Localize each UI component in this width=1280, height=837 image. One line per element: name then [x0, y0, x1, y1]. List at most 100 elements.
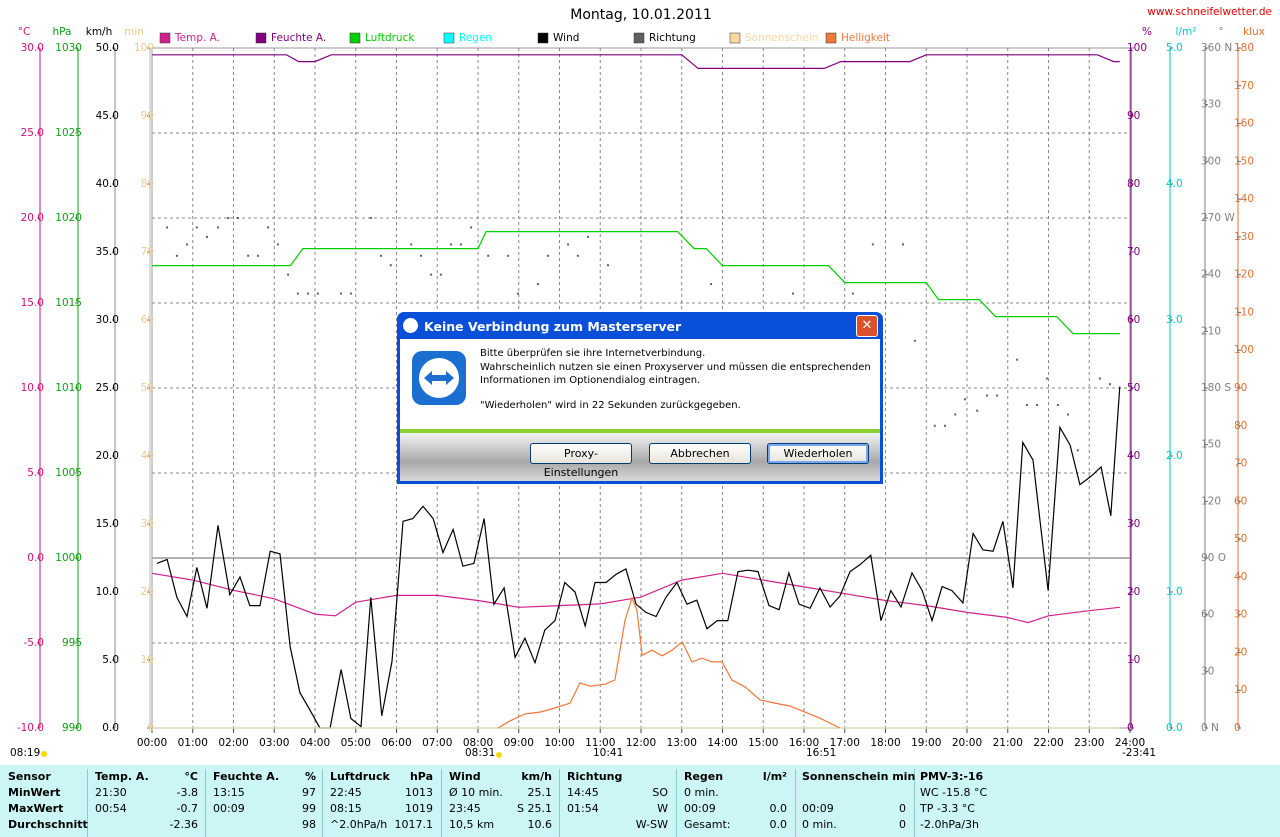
x-tick-label: 24:00	[1115, 737, 1145, 749]
point	[1076, 449, 1079, 452]
axis-unit: l/m²	[1176, 26, 1197, 38]
table-cell: 1013	[405, 786, 433, 799]
x-tick-label: 14:00	[707, 737, 737, 749]
point	[1109, 383, 1112, 386]
legend-swatch	[825, 32, 837, 44]
point	[1045, 377, 1048, 380]
series-line	[152, 231, 1120, 335]
point	[507, 254, 510, 257]
x-tick-label: 21:00	[993, 737, 1023, 749]
point	[419, 254, 422, 257]
y-tick-label: 80	[1234, 420, 1247, 432]
point	[459, 243, 462, 246]
y-tick-label: 1025	[55, 127, 82, 139]
x-tick-label: 11:00	[585, 737, 615, 749]
table-cell: TP -3.3 °C	[920, 802, 975, 815]
point	[985, 394, 988, 397]
y-tick-label: 30	[1201, 665, 1214, 677]
point	[1036, 404, 1039, 406]
point	[1098, 377, 1101, 380]
table-cell: W	[657, 802, 668, 815]
y-tick-label: 40	[1127, 450, 1140, 462]
legend-swatch	[443, 32, 455, 44]
point	[206, 235, 209, 238]
separator	[559, 769, 560, 837]
table-cell: 0 min.	[802, 818, 837, 831]
sun-icon	[496, 752, 502, 758]
table-header: l/m²	[762, 770, 787, 783]
y-tick-label: 5.0	[27, 467, 44, 479]
point	[195, 226, 198, 229]
table-cell: 14:45	[567, 786, 599, 799]
legend-swatch	[255, 32, 267, 44]
y-tick-label: 25.0	[96, 382, 119, 394]
button[interactable]: Proxy-Einstellungen	[530, 443, 632, 479]
dialog-titlebar: Keine Verbindung zum Masterserver ✕	[400, 312, 880, 339]
y-tick-label: 60	[1234, 495, 1247, 507]
y-tick-label: 180 S	[1201, 382, 1231, 394]
point	[1067, 413, 1070, 416]
series-line	[151, 572, 1120, 624]
y-tick-label: 120	[1201, 495, 1221, 507]
x-tick-label: 20:00	[952, 737, 982, 749]
axis-unit: %	[1142, 26, 1152, 38]
y-tick-label: 1.0	[1166, 586, 1183, 598]
axis-unit: °C	[18, 26, 31, 38]
table-header: hPa	[409, 770, 433, 783]
point	[296, 292, 299, 295]
table-cell: ^2.0hPa/h	[330, 818, 388, 831]
y-tick-label: 1020	[55, 212, 82, 224]
button[interactable]: Abbrechen	[649, 443, 751, 464]
axis-unit: hPa	[53, 26, 72, 38]
y-tick-label: 50	[1234, 533, 1247, 545]
y-tick-label: 40	[141, 450, 154, 462]
x-tick-label: 16:00	[789, 737, 819, 749]
button[interactable]: Wiederholen	[767, 443, 869, 464]
dialog-text: Informationen im Optionendialog eintrage…	[480, 375, 701, 386]
point	[276, 243, 279, 246]
y-tick-label: 30	[1234, 609, 1247, 621]
point	[933, 424, 936, 427]
point	[380, 254, 383, 257]
y-tick-label: 140	[1234, 193, 1254, 205]
dialog-icon	[403, 318, 418, 333]
point	[954, 413, 957, 416]
table-header: %	[304, 770, 316, 783]
table-header: Richtung	[567, 770, 623, 783]
point	[217, 226, 220, 229]
table-cell: 1019	[405, 802, 433, 815]
y-tick-label: 0 N	[1201, 722, 1219, 734]
x-tick-label: 22:00	[1033, 737, 1063, 749]
point	[175, 254, 178, 257]
y-tick-label: -10.0	[17, 722, 44, 734]
sun-annotation: 16:51	[806, 747, 836, 759]
y-tick-label: 4.0	[1166, 178, 1183, 190]
table-cell: 00:09	[802, 802, 834, 815]
point	[267, 226, 270, 229]
close-button[interactable]: ✕	[856, 315, 878, 337]
table-cell: 21:30	[95, 786, 127, 799]
y-tick-label: 60	[1127, 314, 1140, 326]
point	[567, 243, 570, 246]
point	[943, 424, 946, 427]
y-tick-label: 20	[1234, 646, 1247, 658]
point	[576, 254, 579, 257]
x-tick-label: 12:00	[626, 737, 656, 749]
table-cell: 25.1	[527, 786, 553, 799]
x-tick-label: 10:00	[544, 737, 574, 749]
table-header: °C	[184, 770, 198, 783]
point	[287, 273, 290, 276]
point	[389, 264, 392, 267]
separator	[441, 769, 442, 837]
table-header: Luftdruck	[330, 770, 390, 783]
x-tick-label: 00:00	[137, 737, 167, 749]
table-cell: SO	[652, 786, 668, 799]
y-tick-label: 240	[1201, 269, 1221, 281]
table-cell: 1017.1	[394, 818, 434, 831]
table-cell: 0.0	[769, 802, 788, 815]
chart-title: Montag, 10.01.2011	[570, 7, 712, 23]
chart: Montag, 10.01.2011 www.schneifelwetter.d…	[10, 6, 1272, 759]
y-tick-label: 210	[1201, 325, 1221, 337]
table-cell: Gesamt:	[684, 818, 731, 831]
table-header: PMV-3:-16	[920, 770, 984, 783]
